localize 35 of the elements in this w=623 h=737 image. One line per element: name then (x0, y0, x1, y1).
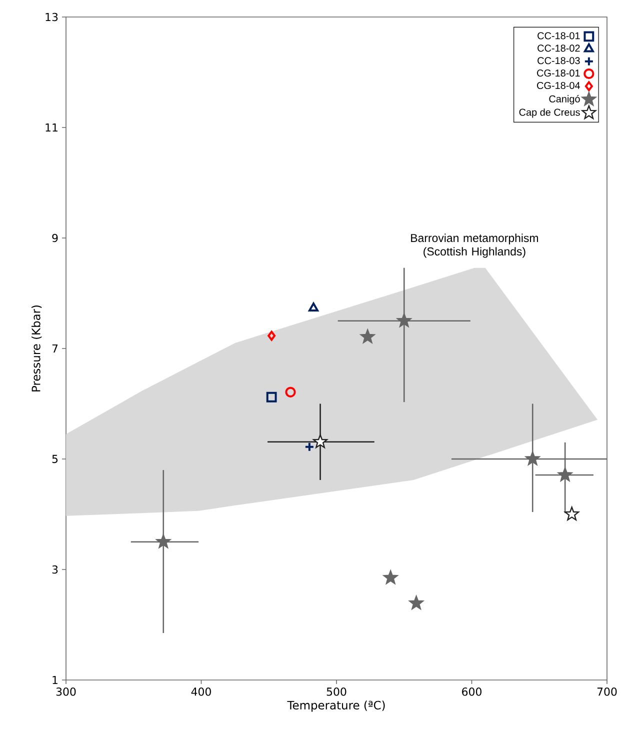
point (308, 302, 318, 312)
point (396, 313, 412, 328)
x-tick-label: 300 (56, 688, 76, 696)
legend-label: Cap de Creus (519, 108, 580, 118)
y-axis-title: Pressure (Kbar) (31, 305, 42, 392)
legend-label: CC-18-01 (538, 32, 580, 40)
x-tick-label: 500 (326, 688, 346, 696)
point (409, 596, 424, 610)
point (564, 506, 580, 521)
y-tick-label: 11 (46, 124, 58, 132)
point (266, 392, 277, 402)
point (285, 386, 296, 398)
annotation: Barrovian metamorphism (Scottish Highlands) (411, 234, 538, 258)
legend-label: CG-18-01 (537, 70, 580, 77)
legend-label: CC-18-02 (538, 44, 580, 52)
x-tick-label: 400 (191, 688, 211, 696)
y-tick-label: 3 (52, 565, 58, 574)
y-tick-label: 1 (52, 676, 58, 684)
point (313, 434, 328, 448)
y-tick-label: 7 (52, 344, 58, 352)
point (360, 329, 375, 344)
legend-label: CC-18-03 (538, 57, 580, 64)
x-tick-label: 700 (597, 688, 617, 696)
legend-label: CG-18-04 (537, 82, 580, 90)
point (383, 570, 398, 584)
point (156, 534, 171, 548)
y-tick-label: 5 (52, 454, 58, 464)
x-tick-label: 600 (462, 688, 482, 696)
point (268, 330, 276, 341)
y-tick-label: 13 (46, 12, 58, 22)
x-axis-title: Temperature (ªC) (287, 700, 385, 712)
point (558, 467, 572, 482)
legend-label: Canigó (549, 94, 580, 104)
point (525, 451, 540, 466)
y-tick-label: 9 (52, 234, 58, 242)
